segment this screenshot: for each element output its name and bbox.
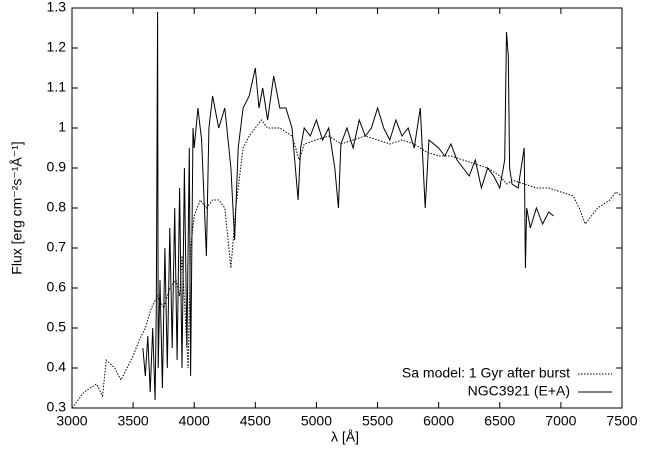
x-tick-label: 7000 <box>545 413 576 429</box>
y-tick-label: 0.3 <box>47 399 67 415</box>
y-tick-label: 1.3 <box>47 0 67 15</box>
y-tick-label: 0.7 <box>47 239 67 255</box>
y-tick-label: 1 <box>58 119 66 135</box>
y-tick-label: 0.5 <box>47 319 67 335</box>
y-tick-label: 1.2 <box>47 39 67 55</box>
y-tick-label: 0.4 <box>47 359 67 375</box>
y-tick-label: 0.8 <box>47 199 67 215</box>
x-tick-label: 4000 <box>179 413 210 429</box>
x-tick-label: 4500 <box>240 413 271 429</box>
y-tick-label: 0.6 <box>47 279 67 295</box>
legend-label: Sa model: 1 Gyr after burst <box>402 365 570 381</box>
x-tick-label: 5500 <box>362 413 393 429</box>
x-tick-label: 3500 <box>118 413 149 429</box>
y-tick-label: 1.1 <box>47 79 67 95</box>
y-axis-label: Flux [erg cm⁻²s⁻¹Å⁻¹] <box>9 141 25 274</box>
x-tick-label: 7500 <box>606 413 637 429</box>
legend-label: NGC3921 (E+A) <box>468 383 570 399</box>
y-tick-label: 0.9 <box>47 159 67 175</box>
x-tick-label: 6000 <box>423 413 454 429</box>
x-tick-label: 5000 <box>301 413 332 429</box>
spectrum-line <box>142 11 554 401</box>
x-axis-label: λ [Å] <box>331 429 359 445</box>
plot-frame <box>71 7 623 409</box>
x-tick-label: 3000 <box>56 413 87 429</box>
x-tick-label: 6500 <box>484 413 515 429</box>
